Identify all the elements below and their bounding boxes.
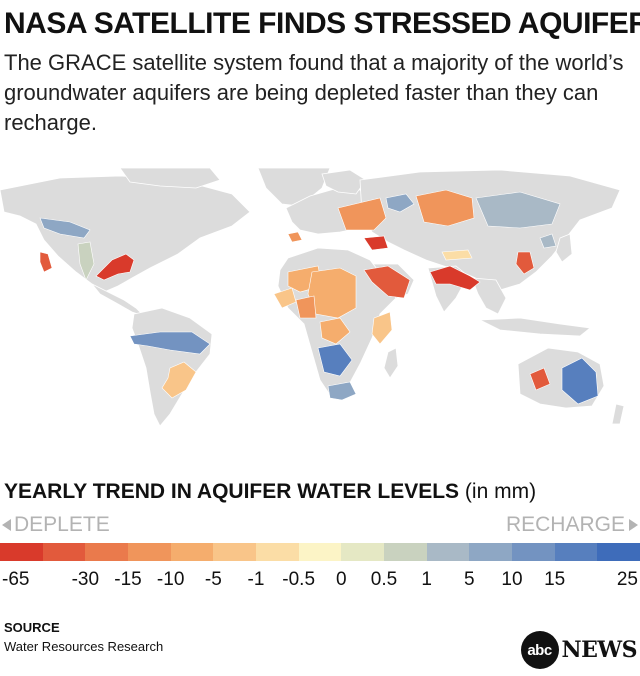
left-arrow-icon [2,519,11,532]
abc-news-logo: abc NEWS [520,630,638,670]
page-subtitle: The GRACE satellite system found that a … [4,50,624,135]
land-madagascar [383,347,399,379]
aquifer-caspian [363,235,389,251]
news-wordmark: NEWS [561,637,638,663]
aquifer-lake-chad [295,295,317,319]
scale-swatch [298,543,342,561]
land-arctic-islands [119,168,221,189]
abc-logo-circle: abc [520,631,559,669]
scale-swatch [213,543,257,561]
recharge-indicator: RECHARGE [506,512,638,538]
aquifer-arabian [363,265,411,299]
page-title: NASA SATELLITE FINDS STRESSED AQUIFERS [4,7,640,40]
scale-swatch [426,543,470,561]
scale-tick-label: -30 [71,569,100,590]
scale-tick-label: 15 [544,569,566,590]
aquifer-tarim [441,249,473,261]
legend-title-unit: (in mm) [464,480,537,503]
source-text: Water Resources Research [4,639,164,654]
aquifer-north-china [515,251,535,275]
scale-tick-label: -0.5 [282,569,316,590]
scale-swatch [128,543,171,561]
scale-swatch [85,543,129,561]
land-new-zealand [611,403,625,425]
legend-title-main: YEARLY TREND IN AQUIFER WATER LEVELS [4,480,460,503]
deplete-label: DEPLETE [14,513,110,536]
aquifer-indus-ganges [429,265,481,291]
scale-swatch [170,543,214,561]
scale-tick-label: 5 [464,569,475,590]
aquifer-guarani [161,361,197,399]
legend-title: YEARLY TREND IN AQUIFER WATER LEVELS (in… [4,478,536,506]
scale-tick-label: -10 [156,569,185,590]
aquifer-scandinavia [385,193,415,213]
scale-swatch [42,543,86,561]
aquifer-russian-platform [337,197,387,231]
land-japan [555,233,573,263]
aquifer-canning [529,367,551,391]
scale-swatch [0,543,43,561]
aquifer-central-valley [39,251,53,273]
aquifer-congo [317,343,353,377]
aquifer-east-siberia [475,191,561,229]
scale-tick-label: -5 [204,569,222,590]
scale-tick-label: 25 [616,569,638,590]
scale-swatch [597,543,640,561]
scale-swatch [341,543,385,561]
aquifer-amazon [129,331,211,355]
scale-tick-label: -65 [2,569,30,590]
scale-tick-label: -1 [247,569,265,590]
scale-tick-label: 0 [336,569,347,590]
scale-ticks: -65 -30 -15 -10 -5 -1 -0.5 0 0.5 1 5 10 15 25 [0,568,640,594]
land-indonesia [478,317,591,337]
aquifer-taoudeni [273,287,297,309]
scale-tick-label: 0.5 [370,569,398,590]
right-arrow-icon [629,519,638,532]
aquifer-kalahari [327,381,357,401]
recharge-label: RECHARGE [505,513,625,536]
aquifer-iberia [287,231,303,243]
aquifer-sudd [319,317,351,345]
scale-tick-label: -15 [114,569,142,590]
color-scale [0,543,640,561]
deplete-indicator: DEPLETE [2,512,110,538]
land-southeast-asia [471,277,507,315]
aquifer-great-basin [39,217,91,239]
scale-tick-label: 10 [501,569,523,590]
scale-swatch [512,543,555,561]
world-map [0,168,625,427]
aquifer-ogaden [371,311,393,345]
aquifer-west-siberia [415,189,475,227]
aquifer-amur [539,233,557,249]
land-north-america [0,175,251,293]
scale-swatch [256,543,299,561]
land-central-america [91,283,145,317]
scale-swatch [554,543,598,561]
source-heading: SOURCE [4,620,60,635]
land-scandinavia [321,169,367,195]
scale-tick-label: 1 [421,569,432,590]
aquifer-gulf-coast [95,253,135,281]
scale-swatch [469,543,513,561]
scale-swatch [384,543,427,561]
aquifer-ogallala [77,241,95,281]
aquifers [39,189,599,405]
aquifer-great-artesian [561,357,599,405]
